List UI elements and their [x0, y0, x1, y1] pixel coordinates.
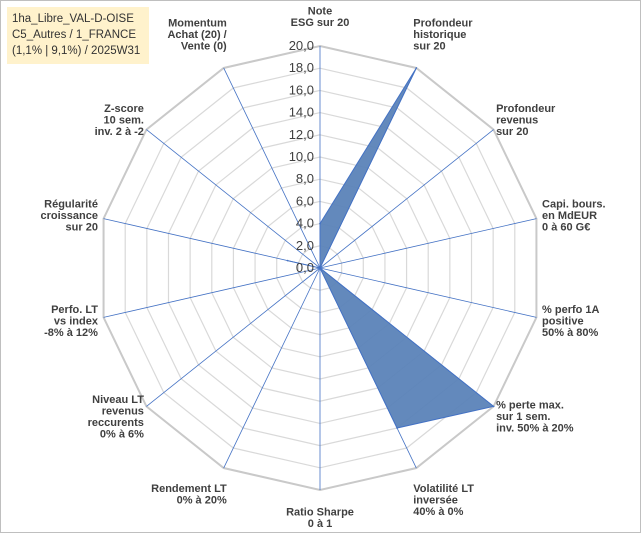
tick-label: 16,0 [289, 82, 314, 97]
axis-label: % perte max. sur 1 sem. inv. 50% à 20% [496, 400, 574, 435]
series-point [492, 405, 495, 408]
radar-series [286, 67, 495, 429]
axis-spoke [319, 129, 494, 269]
series-point [286, 259, 289, 262]
title-line-1: 1ha_Libre_VAL-D-OISE [12, 13, 134, 25]
series-point [319, 267, 321, 269]
tick-label: 10,0 [289, 149, 314, 164]
axis-spoke [319, 267, 537, 318]
axis-label: Perfo. LT vs index -8% à 12% [44, 304, 99, 339]
title-line-2: C5_Autres / 1_FRANCE [12, 29, 136, 41]
tick-label: 18,0 [289, 60, 314, 75]
axis-label: Régularité croissance sur 20 [40, 198, 97, 233]
series-area [287, 67, 495, 429]
axis-label: Note ESG sur 20 [291, 6, 350, 30]
tick-label: 4,0 [296, 216, 314, 231]
series-point [396, 427, 398, 429]
axis-label: Profondeur revenus sur 20 [496, 103, 556, 138]
axis-label: Volatilité LT inversée 40% à 0% [413, 483, 474, 518]
tick-label: 14,0 [289, 105, 314, 120]
axis-label: Ratio Sharpe 0 à 1 [286, 507, 354, 531]
axis-spoke [223, 67, 321, 269]
tick-label: 12,0 [289, 127, 314, 142]
tick-label: 8,0 [296, 171, 314, 186]
axis-label: Capi. bours. en MdEUR 0 à 60 G€ [542, 198, 606, 233]
series-point [415, 67, 418, 69]
axis-label: Z-score 10 sem. inv. 2 à -2 [95, 103, 144, 138]
radar-axis-labels: Note ESG sur 20 Profondeur historique sur 20… [40, 6, 605, 531]
axis-spoke [103, 267, 321, 318]
tick-label: 20,0 [289, 38, 314, 53]
axis-spoke [146, 267, 321, 407]
tick-label: 2,0 [296, 238, 314, 253]
tick-label: 6,0 [296, 193, 314, 208]
series-point [319, 222, 321, 225]
chart-title-box: 1ha_Libre_VAL-D-OISE C5_Autres / 1_FRANC… [7, 7, 149, 64]
tick-label: 0,0 [296, 260, 314, 275]
radar-tick-labels: 0,0 2,0 4,0 6,0 8,0 10,0 12,0 14,0 16,0 18,0 20,0 [289, 38, 314, 275]
axis-spoke [146, 129, 321, 269]
axis-label: % perfo 1A positive 50% à 80% [542, 304, 600, 339]
title-line-3: (1,1% | 9,1%) / 2025W31 [12, 45, 141, 57]
axis-label: Rendement LT 0% à 20% [151, 483, 227, 507]
axis-spoke [223, 267, 321, 469]
axis-label: Niveau LT revenus reccurents 0% à 6% [88, 394, 145, 441]
axis-label: Profondeur historique sur 20 [413, 18, 473, 53]
axis-spoke [103, 218, 321, 269]
axis-label: Momentum Achat (20) / Vente (0) [167, 18, 227, 53]
axis-spoke [319, 218, 537, 269]
